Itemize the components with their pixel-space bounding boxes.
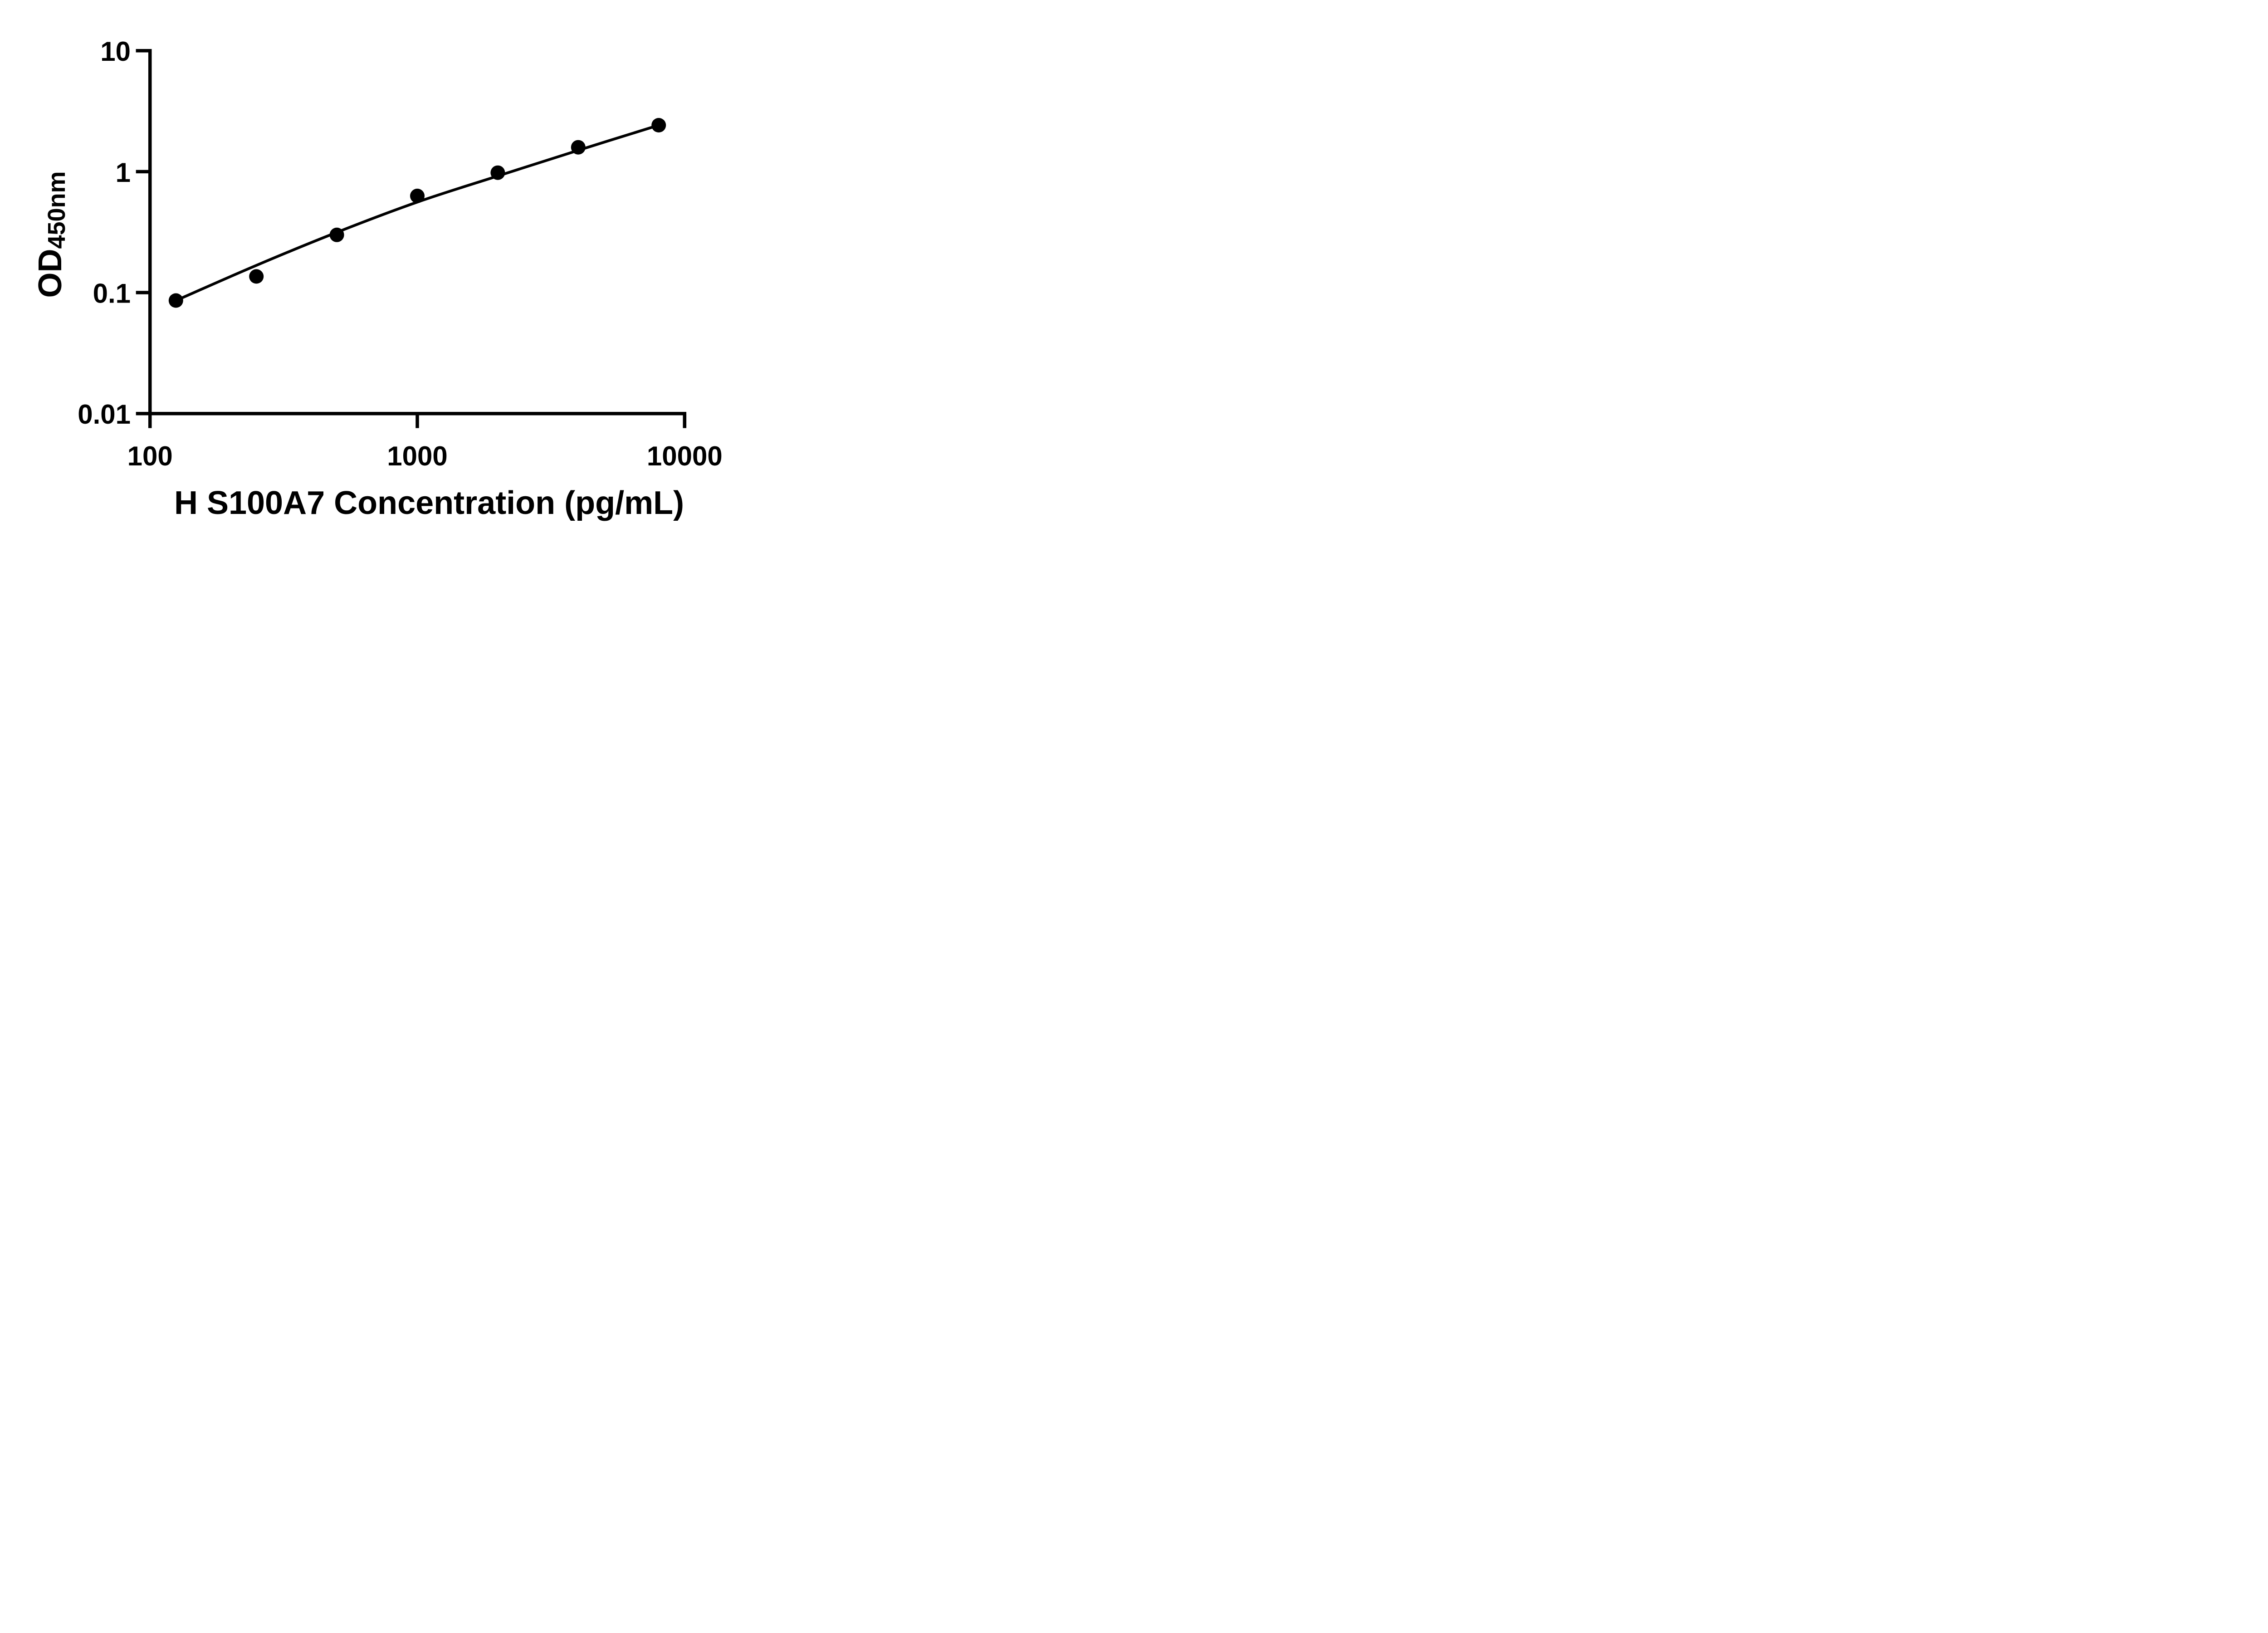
y-tick-label: 10 <box>100 36 131 67</box>
standard-curve-plot: 0.01 0.1 1 10 100 1000 10000 <box>78 36 723 471</box>
data-point <box>249 269 264 284</box>
x-tick-label: 1000 <box>387 441 447 471</box>
data-point <box>571 140 586 155</box>
x-tick-label: 100 <box>127 441 173 471</box>
y-tick-label: 0.1 <box>93 279 131 309</box>
data-point <box>329 227 344 242</box>
y-axis-title: OD450nm <box>32 171 71 298</box>
x-tick-label: 10000 <box>647 441 723 471</box>
fit-curve-line <box>175 124 660 302</box>
data-point <box>410 188 425 203</box>
y-tick-label: 0.01 <box>78 399 131 430</box>
y-tick-label: 1 <box>116 157 131 188</box>
axis-frame <box>136 49 687 428</box>
y-axis-title-main: OD <box>32 249 68 298</box>
elisa-standard-curve-figure: 0.01 0.1 1 10 100 1000 10000 H S100A7 Concentr… <box>0 0 777 544</box>
data-point <box>651 118 666 132</box>
x-axis-title: H S100A7 Concentration (pg/mL) <box>174 485 684 521</box>
y-axis-title-subscript: 450nm <box>43 171 70 249</box>
data-point <box>490 165 505 180</box>
data-point <box>168 293 183 308</box>
